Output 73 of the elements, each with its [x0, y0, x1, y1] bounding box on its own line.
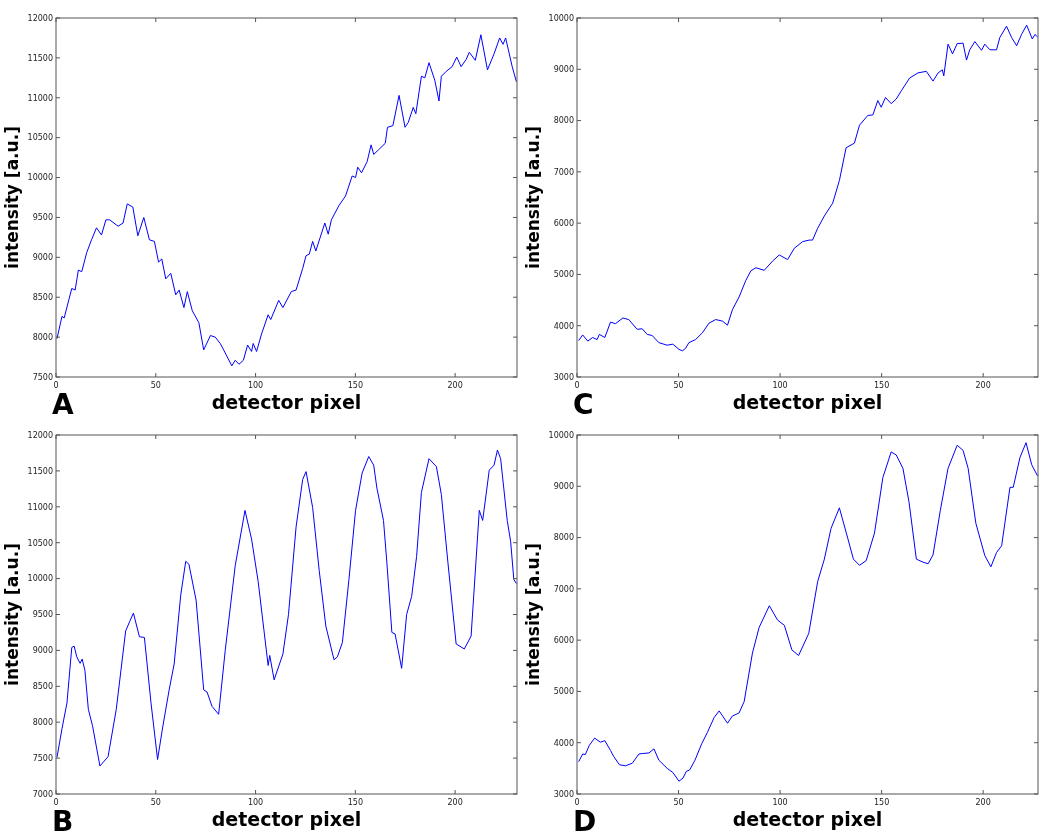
y-tick-label: 10000 — [548, 13, 574, 23]
y-tick-label: 11000 — [27, 502, 53, 512]
y-tick-label: 6000 — [553, 218, 574, 228]
y-tick-label: 7000 — [553, 167, 574, 177]
x-tick-label: 100 — [247, 381, 264, 390]
y-tick-label: 7500 — [32, 753, 53, 763]
x-tick-label: 200 — [975, 381, 991, 390]
y-axis-title: intensity [a.u.] — [2, 543, 22, 686]
y-tick-label: 4000 — [553, 738, 574, 748]
y-tick-label: 9000 — [553, 482, 574, 492]
y-tick-label: 11500 — [27, 466, 53, 476]
x-tick-label: 150 — [873, 798, 890, 807]
line-series — [56, 449, 517, 767]
text: D — [573, 805, 597, 834]
y-tick-label: 10500 — [27, 538, 53, 548]
x-tick-label: 0 — [53, 381, 59, 390]
x-tick-label: 50 — [150, 381, 161, 390]
x-axis-title: detector pixel — [211, 391, 362, 413]
x-axis-title: detector pixel — [732, 808, 883, 830]
x-tick-label: 100 — [772, 381, 788, 390]
y-tick-label: 7000 — [32, 789, 53, 799]
y-tick-label: 12000 — [27, 13, 53, 23]
x-tick-label: 50 — [150, 798, 161, 807]
y-tick-label: 10500 — [27, 133, 53, 143]
line-series — [578, 24, 1038, 352]
x-tick-label: 200 — [447, 381, 463, 390]
y-tick-label: 9000 — [32, 646, 53, 656]
text: A — [52, 388, 74, 421]
x-tick-label: 200 — [447, 798, 463, 807]
x-tick-label: 150 — [347, 798, 363, 807]
y-tick-label: 12000 — [27, 430, 53, 440]
y-tick-label: 11000 — [27, 93, 53, 103]
x-tick-label: 0 — [53, 798, 59, 807]
x-tick-label: 150 — [347, 381, 363, 390]
y-axis-title: intensity [a.u.] — [523, 126, 543, 269]
y-tick-label: 7500 — [32, 372, 53, 382]
y-tick-label: 7000 — [553, 584, 574, 594]
y-tick-label: 10000 — [27, 574, 53, 584]
y-tick-label: 8000 — [32, 332, 53, 342]
y-tick-label: 3000 — [553, 789, 574, 799]
y-tick-label: 8000 — [32, 718, 53, 727]
y-tick-label: 8000 — [553, 116, 574, 126]
y-tick-label: 8500 — [32, 682, 53, 692]
y-tick-label: 4000 — [553, 321, 574, 331]
line-series — [56, 34, 517, 367]
y-tick-label: 9000 — [32, 253, 53, 263]
x-tick-label: 0 — [574, 381, 580, 390]
y-axis-title: intensity [a.u.] — [2, 126, 22, 269]
x-tick-label: 100 — [772, 798, 788, 807]
y-tick-label: 3000 — [553, 372, 574, 382]
text: B — [52, 805, 74, 834]
line-series — [578, 442, 1038, 782]
y-axis-title: intensity [a.u.] — [523, 543, 543, 686]
x-tick-label: 200 — [975, 798, 991, 807]
y-tick-label: 10000 — [27, 173, 53, 183]
y-tick-label: 9000 — [553, 65, 574, 75]
x-tick-label: 100 — [247, 798, 264, 807]
y-tick-label: 8500 — [32, 293, 53, 303]
x-tick-label: 150 — [873, 381, 890, 390]
y-tick-label: 5000 — [553, 270, 574, 280]
x-axis-title: detector pixel — [211, 808, 362, 830]
y-tick-label: 10000 — [548, 430, 574, 440]
y-tick-label: 6000 — [553, 635, 574, 645]
y-tick-label: 11500 — [27, 53, 53, 63]
x-axis-title: detector pixel — [732, 391, 883, 413]
x-tick-label: 50 — [673, 798, 684, 807]
y-tick-label: 9500 — [32, 610, 53, 620]
x-tick-label: 50 — [673, 381, 684, 390]
y-tick-label: 5000 — [553, 687, 574, 697]
y-tick-label: 9500 — [32, 213, 53, 223]
text: C — [573, 388, 594, 421]
y-tick-label: 8000 — [553, 533, 574, 543]
x-tick-label: 0 — [574, 798, 580, 807]
